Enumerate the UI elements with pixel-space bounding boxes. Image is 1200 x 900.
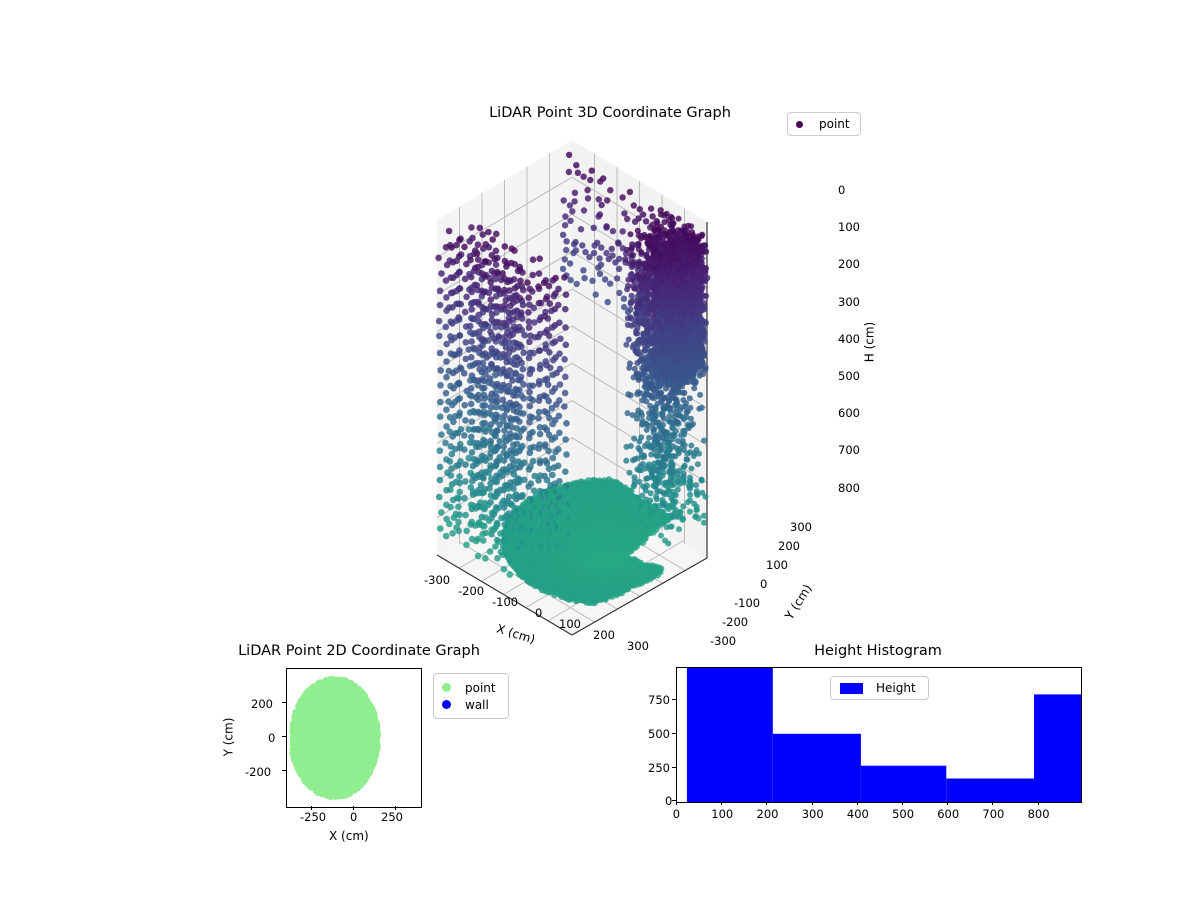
y2d-tick--200: -200 <box>245 765 272 779</box>
y2d-tickmark-200 <box>282 702 286 703</box>
lidar-3d-axes: LiDAR Point 3D Coordinate Graph <box>300 105 920 653</box>
z-tick-500: 500 <box>838 369 860 383</box>
xh-tickmark-200 <box>766 801 768 805</box>
x2d-tick-250: 250 <box>381 810 403 824</box>
xh-tick-700: 700 <box>982 807 1005 821</box>
lidar-2d-scatter-canvas <box>289 675 382 801</box>
legend-2d-point-marker <box>442 683 451 692</box>
y2d-tick-0: 0 <box>268 731 276 745</box>
yh-tick-750: 750 <box>648 693 670 707</box>
legend-hist-height-swatch <box>840 682 863 694</box>
xh-tick-300: 300 <box>801 807 824 821</box>
xh-tickmark-700 <box>992 801 994 805</box>
y-tick-300: 300 <box>790 520 812 534</box>
xh-tick-0: 0 <box>672 807 681 821</box>
chart-2d-title: LiDAR Point 2D Coordinate Graph <box>238 643 480 659</box>
x2d-tickmark-250 <box>395 806 396 810</box>
yh-tick-250: 250 <box>648 761 670 775</box>
xh-tickmark-0 <box>676 801 677 805</box>
yh-tickmark-0 <box>672 800 676 801</box>
z-tick-700: 700 <box>838 443 860 457</box>
x-tick--100: -100 <box>492 595 519 609</box>
legend-hist-height-label: Height <box>876 681 916 695</box>
yh-tick-0: 0 <box>665 794 673 808</box>
legend-2d-row-point[interactable]: point <box>442 679 496 696</box>
z-tick-600: 600 <box>838 406 860 420</box>
legend-2d-wall-label: wall <box>465 697 489 712</box>
legend-2d[interactable]: point wall <box>433 673 509 719</box>
yh-tick-500: 500 <box>648 727 670 741</box>
y-tick-200: 200 <box>778 539 800 553</box>
xh-tick-400: 400 <box>846 807 869 821</box>
x2d-tickmark-0 <box>353 806 354 810</box>
x-tick-0: 0 <box>535 606 543 620</box>
histogram-canvas <box>686 668 1081 802</box>
xh-tick-800: 800 <box>1027 807 1050 821</box>
legend-3d-point-label: point <box>819 117 850 131</box>
legend-2d-point-label: point <box>465 680 496 695</box>
x2d-axis-label: X (cm) <box>329 829 369 843</box>
x-tick-200: 200 <box>593 628 615 642</box>
y-tick-100: 100 <box>766 558 788 572</box>
height-histogram-axes: Height Histogram 750 500 250 0 0 100 200 30… <box>640 640 1100 870</box>
x2d-tick-0: 0 <box>350 810 358 824</box>
z-axis-label: H (cm) <box>862 321 877 363</box>
legend-histogram[interactable]: Height <box>830 676 929 700</box>
x-tick-300: 300 <box>627 639 649 653</box>
y2d-tickmark--200 <box>282 770 286 771</box>
yh-tickmark-750 <box>672 699 676 700</box>
legend-3d[interactable]: point <box>787 112 861 136</box>
yh-tickmark-250 <box>672 767 676 768</box>
xh-tick-200: 200 <box>756 807 779 821</box>
z-tick-300: 300 <box>838 295 860 309</box>
x2d-tick--250: -250 <box>300 810 327 824</box>
z-tick-200: 200 <box>838 257 860 271</box>
xh-tick-600: 600 <box>937 807 960 821</box>
y-tick--200: -200 <box>722 615 749 629</box>
lidar-2d-axes: LiDAR Point 2D Coordinate Graph 200 0 -2… <box>190 640 540 870</box>
lidar-2d-plot-area[interactable] <box>286 668 422 808</box>
chart-hist-title: Height Histogram <box>814 643 942 659</box>
y-tick-0: 0 <box>760 577 768 591</box>
legend-2d-row-wall[interactable]: wall <box>442 696 496 713</box>
y2d-tick-200: 200 <box>251 697 273 711</box>
lidar-3d-scatter-canvas <box>435 140 711 636</box>
xh-tickmark-600 <box>947 801 949 805</box>
chart-3d-title: LiDAR Point 3D Coordinate Graph <box>489 105 731 121</box>
yh-tickmark-500 <box>672 733 676 734</box>
y-tick--100: -100 <box>734 596 761 610</box>
xh-tickmark-300 <box>811 801 813 805</box>
x-tick-100: 100 <box>559 617 581 631</box>
z-tick-100: 100 <box>838 220 860 234</box>
x-tick--200: -200 <box>458 584 485 598</box>
z-tick-0: 0 <box>838 183 846 197</box>
y-tick--300: -300 <box>710 634 737 648</box>
xh-tickmark-100 <box>721 801 723 805</box>
xh-tick-100: 100 <box>711 807 734 821</box>
x-tick--300: -300 <box>424 573 451 587</box>
legend-2d-wall-marker <box>442 700 451 709</box>
histogram-plot-area[interactable] <box>676 667 1082 803</box>
xh-tickmark-500 <box>902 801 903 805</box>
xh-tickmark-400 <box>856 801 858 805</box>
xh-tick-500: 500 <box>892 807 915 821</box>
legend-3d-point-marker <box>796 120 803 128</box>
z-tick-400: 400 <box>838 332 860 346</box>
y2d-tickmark-0 <box>282 736 286 737</box>
xh-tickmark-800 <box>1037 801 1039 805</box>
y2d-axis-label: Y (cm) <box>221 717 236 757</box>
x2d-tickmark--250 <box>311 806 312 810</box>
z-tick-800: 800 <box>838 481 860 495</box>
